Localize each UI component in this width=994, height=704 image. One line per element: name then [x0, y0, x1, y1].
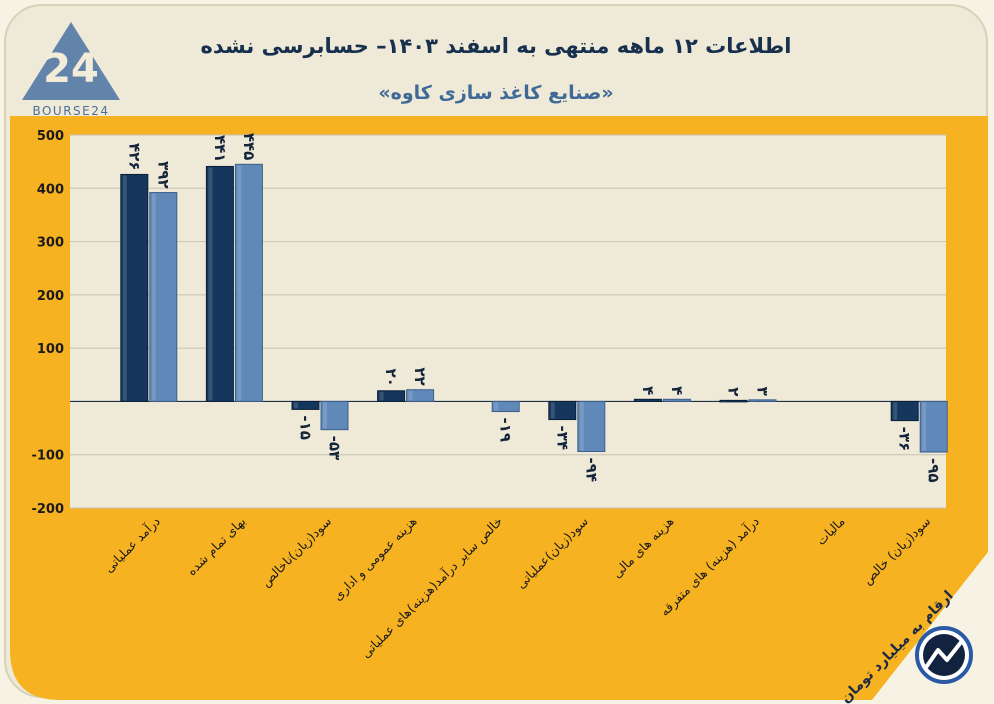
bar	[577, 400, 606, 453]
value-label: ۴۴۵	[240, 133, 258, 160]
bar	[919, 400, 948, 453]
chart-title: اطلاعات ۱۲ ماهه منتهی به اسفند ۱۴۰۳– حسا…	[200, 34, 792, 58]
bars	[120, 163, 948, 453]
bar-highlight	[579, 402, 584, 451]
bar-highlight	[636, 400, 641, 401]
bar	[748, 399, 777, 402]
y-tick-label: 500	[37, 129, 64, 144]
value-label: ۲۲	[411, 367, 429, 385]
y-axis: 500 400 300 200 100 -100 -200	[31, 129, 64, 517]
value-label: ۴	[668, 386, 686, 395]
bar-highlight	[722, 401, 726, 402]
value-labels: ۴۲۶ ۳۹۲ ۴۴۱ ۴۴۵ -۱۵ -۵۳ ۲۰ ۲۲ -۱۹ -۳۴ -۹۴ ۴ ۴ ۲ ۳ -۳۶ -۹…	[125, 133, 942, 483]
bar-highlight	[151, 193, 156, 401]
y-tick-label: 200	[37, 289, 64, 304]
value-label: -۵۳	[326, 436, 344, 461]
value-label: -۱۹	[497, 418, 515, 443]
bar	[205, 165, 234, 402]
bar	[234, 163, 263, 402]
value-label: -۹۴	[582, 458, 600, 483]
bar	[406, 389, 435, 402]
bar	[890, 400, 919, 422]
y-tick-label: 400	[37, 182, 64, 197]
bar	[377, 390, 406, 402]
bar	[548, 400, 577, 421]
bar-highlight	[550, 402, 555, 419]
bar	[149, 192, 178, 402]
value-label: -۱۵	[297, 415, 315, 440]
value-label: ۳۹۲	[154, 161, 172, 188]
bar-highlight	[665, 400, 670, 401]
bar	[120, 173, 149, 402]
bar	[320, 400, 349, 431]
bar-highlight	[408, 390, 413, 401]
value-label: ۲۰	[382, 368, 400, 386]
bar-highlight	[379, 391, 384, 401]
bar-highlight	[494, 402, 499, 411]
bar-highlight	[294, 402, 298, 409]
logo-text: BOURSE24	[32, 104, 109, 118]
bar	[491, 400, 520, 413]
value-label: ۴۲۶	[125, 143, 143, 170]
bar-highlight	[122, 175, 127, 401]
bar-highlight	[893, 402, 898, 420]
logo-number: 24	[43, 46, 99, 92]
value-label: ۲	[725, 387, 743, 396]
trend-icon	[915, 626, 973, 684]
y-tick-label: -100	[31, 449, 64, 464]
value-label: ۴۴۱	[211, 135, 229, 162]
bar-highlight	[208, 167, 213, 401]
bar	[719, 399, 748, 403]
y-tick-label: 300	[37, 236, 64, 251]
value-label: ۴	[639, 386, 657, 395]
bar-highlight	[323, 402, 327, 429]
plot-area	[70, 135, 946, 508]
bar-highlight	[237, 165, 242, 401]
bar	[662, 398, 691, 402]
bar	[291, 400, 320, 410]
value-label: ۳	[754, 387, 772, 396]
bourse24-logo: 24 BOURSE24	[22, 22, 120, 118]
value-label: -۳۶	[896, 427, 914, 452]
bar-highlight	[922, 402, 927, 452]
bar	[633, 398, 662, 402]
value-label: -۹۵	[925, 458, 943, 483]
y-tick-label: 100	[37, 342, 64, 357]
bar-highlight	[751, 400, 755, 402]
y-tick-label: -200	[31, 502, 64, 517]
chart-subtitle: «صنایع کاغذ سازی کاوه»	[378, 82, 614, 104]
value-label: -۳۴	[553, 426, 571, 451]
